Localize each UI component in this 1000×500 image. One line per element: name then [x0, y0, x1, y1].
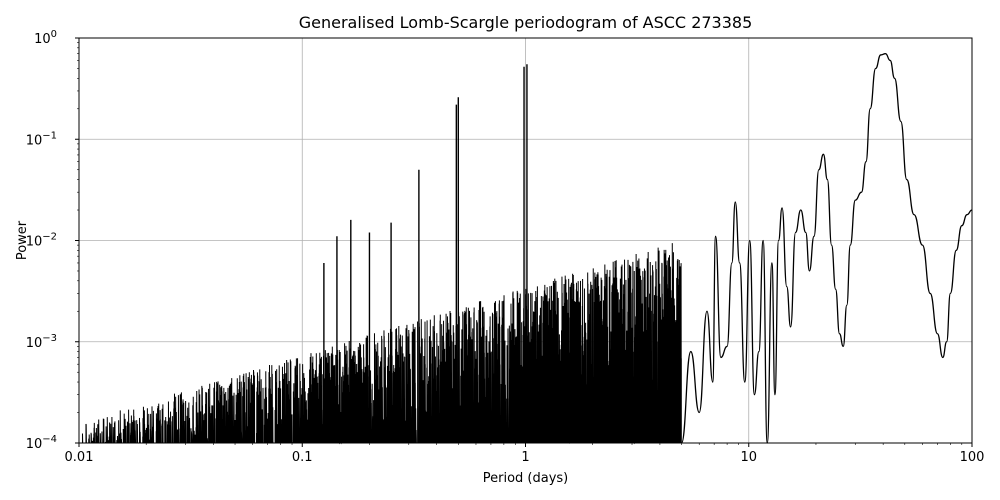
noise-layer: [79, 243, 682, 445]
y-tick-base: 10: [26, 235, 43, 250]
x-tick-label: 10: [740, 450, 757, 465]
x-tick-label: 0.01: [65, 450, 94, 465]
chart-title: Generalised Lomb-Scargle periodogram of …: [299, 13, 753, 32]
y-axis-title: Power: [15, 220, 30, 260]
periodogram-noise-trace: [79, 243, 682, 445]
y-tick-exponent: −4: [42, 434, 57, 445]
y-tick-exponent: −2: [42, 232, 57, 243]
periodogram-long-period-line: [680, 53, 973, 444]
x-tick-label: 100: [960, 450, 985, 465]
series-layer: [323, 53, 973, 444]
y-tick-base: 10: [26, 133, 43, 148]
y-tick-exponent: −3: [42, 333, 57, 344]
y-tick-label: 10−4: [26, 434, 57, 452]
y-tick-exponent: 0: [51, 29, 57, 40]
y-tick-base: 10: [26, 336, 43, 351]
y-tick-exponent: −1: [42, 130, 57, 141]
y-tick-base: 10: [34, 32, 51, 47]
x-tick-label: 1: [521, 450, 529, 465]
y-tick-label: 100: [34, 29, 57, 47]
y-tick-label: 10−3: [26, 333, 57, 351]
y-tick-label: 10−1: [26, 130, 57, 148]
y-tick-label: 10−2: [26, 232, 57, 250]
x-axis-title: Period (days): [483, 471, 569, 486]
x-tick-label: 0.1: [292, 450, 313, 465]
y-tick-base: 10: [26, 437, 43, 452]
